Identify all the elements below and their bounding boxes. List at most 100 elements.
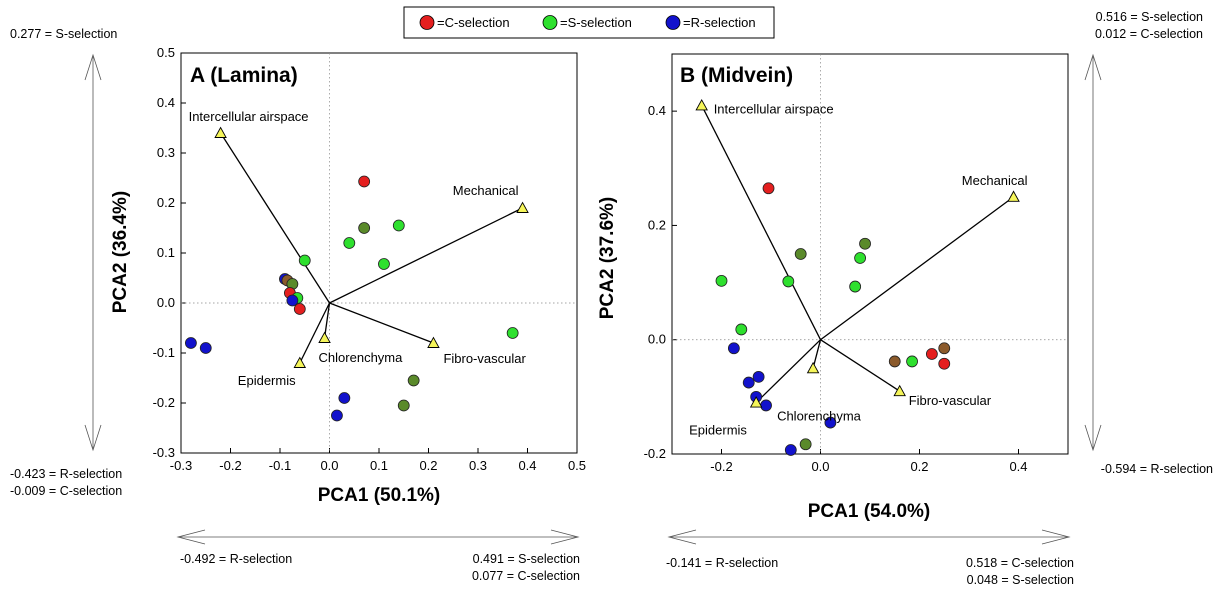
vector-line <box>755 339 821 404</box>
data-point <box>938 357 951 370</box>
data-point <box>854 252 866 264</box>
vector-label: Intercellular airspace <box>189 109 309 124</box>
bottom-a-left-note: -0.492 = R-selection <box>180 552 292 566</box>
data-point <box>727 342 740 355</box>
vector-marker <box>318 331 331 343</box>
data-point <box>199 342 212 354</box>
legend-label-s: =S-selection <box>560 15 632 30</box>
data-point <box>298 254 311 267</box>
y-tick-label: -0.1 <box>153 345 175 360</box>
x-tick-label: -0.3 <box>170 458 192 473</box>
left-bottom-note-1: -0.423 = R-selection <box>10 467 122 481</box>
panel-a-title: A (Lamina) <box>190 64 298 87</box>
x-tick-label: 0.2 <box>419 458 437 473</box>
data-point <box>715 274 728 287</box>
vector-marker <box>214 126 227 138</box>
data-point <box>506 327 519 339</box>
x-tick-label: -0.2 <box>219 458 241 473</box>
y-tick-label: -0.3 <box>153 445 175 460</box>
data-point <box>343 237 356 249</box>
bottom-b-arrowhead-right <box>1041 529 1071 545</box>
panel-b-plot-area <box>671 53 1069 455</box>
y-tick-label: 0.1 <box>157 245 175 260</box>
vector-label: Chlorenchyma <box>777 408 862 423</box>
vector-line <box>329 302 434 344</box>
vector-line <box>812 339 822 369</box>
data-point <box>397 399 410 412</box>
bottom-b-right-note-1: 0.518 = C-selection <box>966 556 1074 570</box>
data-point <box>752 370 765 383</box>
vector-label: Epidermis <box>238 373 296 388</box>
bottom-a-arrowhead-left <box>176 529 206 545</box>
left-vertical-arrowhead-top <box>84 53 102 81</box>
vector-line <box>329 207 523 304</box>
vector-line <box>299 302 331 364</box>
y-tick-label: 0.3 <box>157 145 175 160</box>
right-vertical-arrowhead-bottom <box>1084 424 1102 452</box>
data-point <box>906 355 918 368</box>
vector-marker <box>427 336 440 348</box>
x-tick-label: 0.4 <box>1009 459 1027 474</box>
data-point <box>735 323 748 336</box>
data-point <box>799 438 812 451</box>
y-tick-label: 0.2 <box>648 217 666 232</box>
vector-line <box>323 302 331 339</box>
right-vertical-arrowhead-top <box>1084 53 1102 81</box>
x-tick-label: 0.0 <box>811 459 829 474</box>
vector-line <box>820 339 901 392</box>
x-tick-label: 0.5 <box>568 458 586 473</box>
vector-marker <box>1007 190 1020 202</box>
vector-label: Fibro-vascular <box>909 393 992 408</box>
panel-a-content: Intercellular airspace Mechanical Fibro-va… <box>181 53 577 453</box>
data-point <box>392 219 405 232</box>
legend-label-r: =R-selection <box>683 15 756 30</box>
vector-marker <box>516 201 529 213</box>
data-point <box>794 248 807 260</box>
vector-label: Fibro-vascular <box>443 351 526 366</box>
panel-b-xlabel: PCA1 (54.0%) <box>808 501 931 522</box>
vector-marker <box>695 98 708 111</box>
bottom-b-arrowhead-left <box>667 529 697 545</box>
left-vertical-arrowhead-bottom <box>84 424 102 452</box>
panel-b: -0.2 0.0 0.2 0.4 -0.2 0.0 0.2 0.4 Intercellular… <box>597 53 1069 522</box>
vector-marker <box>749 396 763 408</box>
y-tick-label: -0.2 <box>153 395 175 410</box>
panel-b-content: Intercellular airspace Mechanical Fibro-va… <box>672 54 1068 456</box>
right-bottom-note: -0.594 = R-selection <box>1101 462 1213 476</box>
bottom-b-right-note-2: 0.048 = S-selection <box>967 573 1074 587</box>
data-point <box>782 275 795 288</box>
vector-line <box>701 105 822 341</box>
y-tick-label: 0.0 <box>648 332 666 347</box>
data-point <box>762 182 775 195</box>
vector-label: Epidermis <box>689 423 747 438</box>
data-point <box>358 222 371 234</box>
vector-marker <box>293 356 307 368</box>
vector-label: Intercellular airspace <box>714 101 834 116</box>
panel-a-xlabel: PCA1 (50.1%) <box>318 485 441 506</box>
y-tick-label: 0.4 <box>648 103 666 118</box>
data-point <box>331 409 343 422</box>
y-tick-label: -0.2 <box>644 446 666 461</box>
vector-marker <box>893 384 906 397</box>
axis-arrows <box>84 53 1102 545</box>
x-tick-label: 0.4 <box>518 458 536 473</box>
right-top-note-2: 0.012 = C-selection <box>1095 27 1203 41</box>
left-top-note: 0.277 = S-selection <box>10 27 117 41</box>
panel-a-ticks: -0.3 -0.2 -0.1 0.0 0.1 0.2 0.3 0.4 0.5 -0.3 -0.2 -0… <box>153 45 586 473</box>
y-tick-label: 0.4 <box>157 95 175 110</box>
bottom-a-arrowhead-right <box>550 529 580 545</box>
bottom-a-right-note-2: 0.077 = C-selection <box>472 569 580 583</box>
data-point <box>849 280 862 293</box>
legend-swatch-r <box>665 15 681 30</box>
data-point <box>293 303 306 315</box>
data-point <box>338 392 351 404</box>
y-tick-label: 0.0 <box>157 295 175 310</box>
x-tick-label: 0.3 <box>469 458 487 473</box>
x-tick-label: -0.2 <box>710 459 732 474</box>
x-tick-label: 0.1 <box>370 458 388 473</box>
left-bottom-note-2: -0.009 = C-selection <box>10 484 122 498</box>
data-point <box>358 175 371 188</box>
vector-marker <box>806 361 820 374</box>
vector-line <box>220 132 331 304</box>
